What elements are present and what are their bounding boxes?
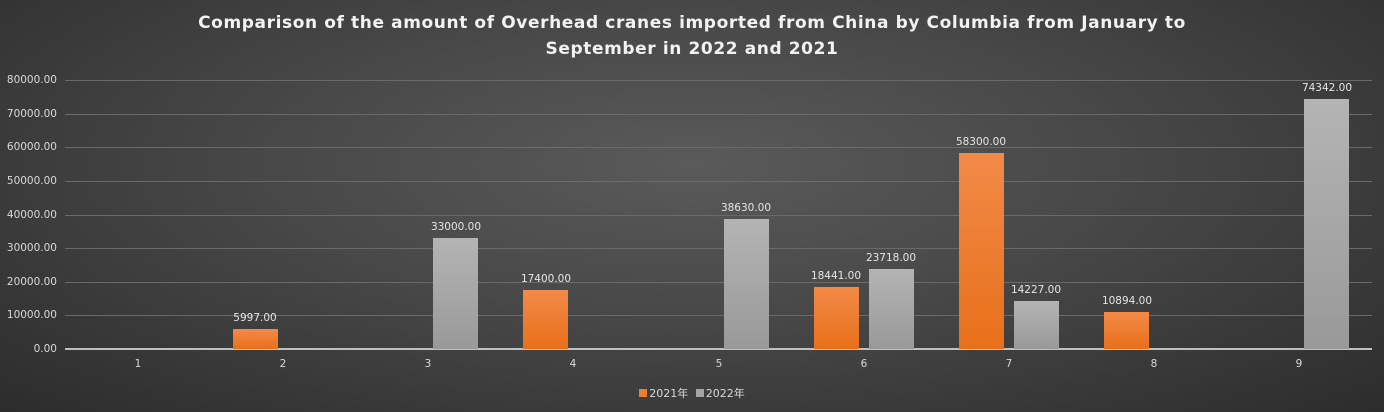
gridline	[65, 147, 1372, 148]
bar-2022-month-5[interactable]	[724, 219, 769, 349]
bar-2022-month-9[interactable]	[1304, 99, 1349, 349]
bar-2021-month-2[interactable]	[233, 329, 278, 349]
y-axis-tick-label: 20000.00	[6, 276, 57, 288]
gridline	[65, 80, 1372, 81]
x-axis-tick-label: 7	[1005, 358, 1013, 370]
data-label: 33000.00	[430, 221, 482, 233]
legend-swatch-2022	[695, 389, 704, 397]
bar-2021-month-8[interactable]	[1104, 312, 1149, 349]
bar-2022-month-7[interactable]	[1014, 301, 1059, 349]
y-axis-tick-label: 70000.00	[6, 108, 57, 120]
data-label: 5997.00	[233, 312, 277, 324]
gridline	[65, 181, 1372, 182]
y-axis-tick-label: 60000.00	[6, 141, 57, 153]
bar-2021-month-6[interactable]	[814, 287, 859, 349]
data-label: 74342.00	[1301, 82, 1353, 94]
gridline	[65, 114, 1372, 115]
legend-swatch-2021	[639, 389, 648, 397]
gridline	[65, 215, 1372, 216]
x-axis-tick-label: 3	[424, 358, 432, 370]
x-axis-tick-label: 5	[715, 358, 723, 370]
data-label: 58300.00	[955, 136, 1007, 148]
data-label: 17400.00	[520, 273, 572, 285]
data-label: 38630.00	[720, 202, 772, 214]
x-axis-tick-label: 6	[860, 358, 868, 370]
x-axis-line	[65, 348, 1372, 350]
gridline	[65, 315, 1372, 316]
data-label: 23718.00	[865, 252, 917, 264]
y-axis-tick-label: 40000.00	[6, 209, 57, 221]
y-axis-tick-label: 30000.00	[6, 242, 57, 254]
x-axis-tick-label: 4	[569, 358, 577, 370]
data-label: 10894.00	[1101, 295, 1153, 307]
x-axis-tick-label: 2	[279, 358, 287, 370]
bar-2021-month-4[interactable]	[523, 290, 568, 349]
legend: 2021年 2022年	[0, 385, 1384, 401]
legend-item-2022[interactable]: 2022年	[695, 385, 745, 401]
bar-2021-month-7[interactable]	[959, 153, 1004, 349]
bar-2022-month-3[interactable]	[433, 238, 478, 349]
legend-label-2022: 2022年	[705, 387, 745, 400]
gridline	[65, 282, 1372, 283]
x-axis-tick-label: 9	[1295, 358, 1303, 370]
data-label: 14227.00	[1010, 284, 1062, 296]
bar-2022-month-6[interactable]	[869, 269, 914, 349]
y-axis-tick-label: 80000.00	[6, 74, 57, 86]
legend-label-2021: 2021年	[649, 387, 689, 400]
chart-title: Comparison of the amount of Overhead cra…	[0, 10, 1384, 62]
y-axis-tick-label: 50000.00	[6, 175, 57, 187]
x-axis-tick-label: 1	[134, 358, 142, 370]
y-axis-tick-label: 10000.00	[6, 309, 57, 321]
chart-title-line-2: September in 2022 and 2021	[545, 39, 839, 59]
x-axis-tick-label: 8	[1150, 358, 1158, 370]
gridline	[65, 248, 1372, 249]
chart-title-line-1: Comparison of the amount of Overhead cra…	[198, 13, 1186, 33]
data-label: 18441.00	[810, 270, 862, 282]
y-axis-tick-label: 0.00	[33, 343, 57, 355]
legend-item-2021[interactable]: 2021年	[639, 385, 688, 401]
